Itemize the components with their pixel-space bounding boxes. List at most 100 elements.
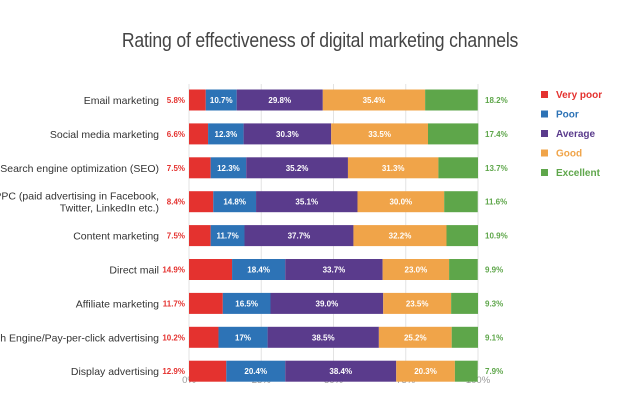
very-poor-value-label: 7.5%: [167, 232, 185, 241]
segment-value-label: 12.3%: [217, 164, 240, 173]
bar-segment-excellent: [444, 191, 478, 213]
bar-segment-poor: [205, 89, 237, 111]
very-poor-value-label: 7.5%: [167, 164, 185, 173]
segment-value-label: 18.4%: [247, 266, 270, 275]
very-poor-value-label: 12.9%: [162, 367, 185, 376]
legend-label: Very poor: [556, 90, 602, 101]
category-label: Search engine optimization (SEO): [0, 163, 159, 175]
bar-segment-excellent: [428, 123, 479, 145]
segment-value-label: 32.2%: [389, 232, 412, 241]
bar-segment-very-poor: [189, 225, 211, 247]
segment-value-label: 35.2%: [286, 164, 309, 173]
bar-segment-average: [270, 292, 384, 314]
bar-segment-average: [267, 326, 379, 348]
bar-segment-poor: [210, 157, 247, 179]
bar-segment-good: [322, 89, 426, 111]
bar-segment-good: [331, 123, 429, 145]
bar-segment-good: [396, 360, 455, 382]
bar-segment-very-poor: [189, 89, 206, 111]
legend-swatch: [541, 169, 548, 176]
category-label: Social PPC (paid advertising in Facebook…: [0, 191, 159, 203]
segment-value-label: 38.5%: [312, 333, 335, 342]
legend-label: Good: [556, 149, 582, 160]
segment-value-label: 23.0%: [405, 266, 428, 275]
very-poor-value-label: 5.8%: [167, 96, 185, 105]
legend-swatch: [541, 91, 548, 98]
bar-segment-good: [378, 326, 452, 348]
legend-swatch: [541, 110, 548, 118]
bar-segment-good: [383, 292, 452, 314]
excellent-value-label: 9.9%: [485, 266, 503, 275]
very-poor-value-label: 11.7%: [163, 299, 185, 308]
bar-segment-poor: [213, 191, 257, 213]
excellent-value-label: 11.6%: [485, 198, 507, 207]
segment-value-label: 30.3%: [276, 130, 299, 139]
bar-segment-average: [256, 191, 358, 213]
x-tick-label: 100%: [466, 375, 491, 386]
very-poor-value-label: 14.9%: [162, 266, 185, 275]
legend-label: Poor: [556, 110, 579, 121]
segment-value-label: 39.0%: [316, 299, 339, 308]
segment-value-label: 10.7%: [210, 96, 233, 105]
category-label: Display advertising: [71, 366, 159, 378]
excellent-value-label: 9.1%: [485, 333, 503, 342]
bar-segment-very-poor: [189, 326, 219, 348]
bar-segment-poor: [232, 259, 286, 280]
bar-segment-average: [285, 259, 383, 280]
segment-value-label: 20.3%: [414, 367, 437, 376]
bar-segment-average: [246, 157, 348, 179]
bar-segment-average: [285, 360, 397, 382]
segment-value-label: 30.0%: [389, 198, 412, 207]
bar-segment-good: [357, 191, 445, 213]
segment-value-label: 35.4%: [363, 96, 386, 105]
very-poor-value-label: 10.2%: [162, 333, 185, 342]
bar-segment-very-poor: [189, 191, 214, 213]
segment-value-label: 17%: [235, 333, 251, 342]
legend-swatch: [541, 149, 548, 157]
segment-value-label: 33.5%: [368, 130, 391, 139]
bar-segment-very-poor: [189, 123, 209, 145]
bar-segment-excellent: [454, 360, 478, 382]
segment-value-label: 12.3%: [215, 130, 238, 139]
excellent-value-label: 7.9%: [485, 367, 503, 376]
bar-segment-very-poor: [189, 259, 233, 280]
chart-title: Rating of effectiveness of digital marke…: [121, 30, 519, 52]
very-poor-value-label: 8.4%: [167, 198, 185, 207]
segment-value-label: 16.5%: [235, 299, 258, 308]
bar-segment-excellent: [451, 326, 478, 348]
bar-segment-excellent: [446, 225, 478, 247]
excellent-value-label: 10.9%: [485, 232, 508, 241]
segment-value-label: 25.2%: [404, 333, 427, 342]
bar-segment-excellent: [449, 259, 478, 280]
bar-segment-excellent: [451, 292, 478, 314]
bar-segment-poor: [218, 326, 268, 348]
category-label: Twitter, LinkedIn etc.): [60, 203, 159, 215]
bar-segment-excellent: [438, 157, 478, 179]
bar-segment-very-poor: [189, 157, 211, 179]
bar-segment-average: [236, 89, 323, 111]
segment-value-label: 11.7%: [216, 232, 238, 241]
category-label: Content marketing: [73, 231, 159, 243]
bar-segment-good: [347, 157, 439, 179]
category-label: Search Engine/Pay-per-click advertising: [0, 332, 159, 344]
bar-segment-excellent: [425, 89, 478, 111]
category-label: Social media marketing: [50, 129, 159, 141]
bar-segment-poor: [208, 123, 244, 145]
bar-segment-good: [382, 259, 450, 280]
segment-value-label: 20.4%: [244, 367, 267, 376]
excellent-value-label: 18.2%: [485, 96, 508, 105]
category-label: Direct mail: [109, 265, 159, 277]
bar-segment-very-poor: [189, 292, 223, 314]
legend-swatch: [541, 130, 548, 137]
bar-segment-poor: [226, 360, 286, 382]
segment-value-label: 14.8%: [223, 198, 246, 207]
very-poor-value-label: 6.6%: [167, 130, 185, 139]
category-label: Email marketing: [84, 95, 159, 107]
category-label: Affiliate marketing: [76, 298, 159, 310]
excellent-value-label: 17.4%: [485, 130, 508, 139]
bar-segment-very-poor: [189, 360, 227, 382]
segment-value-label: 29.8%: [268, 96, 291, 105]
bar-segment-average: [243, 123, 332, 145]
legend-label: Average: [556, 129, 596, 140]
